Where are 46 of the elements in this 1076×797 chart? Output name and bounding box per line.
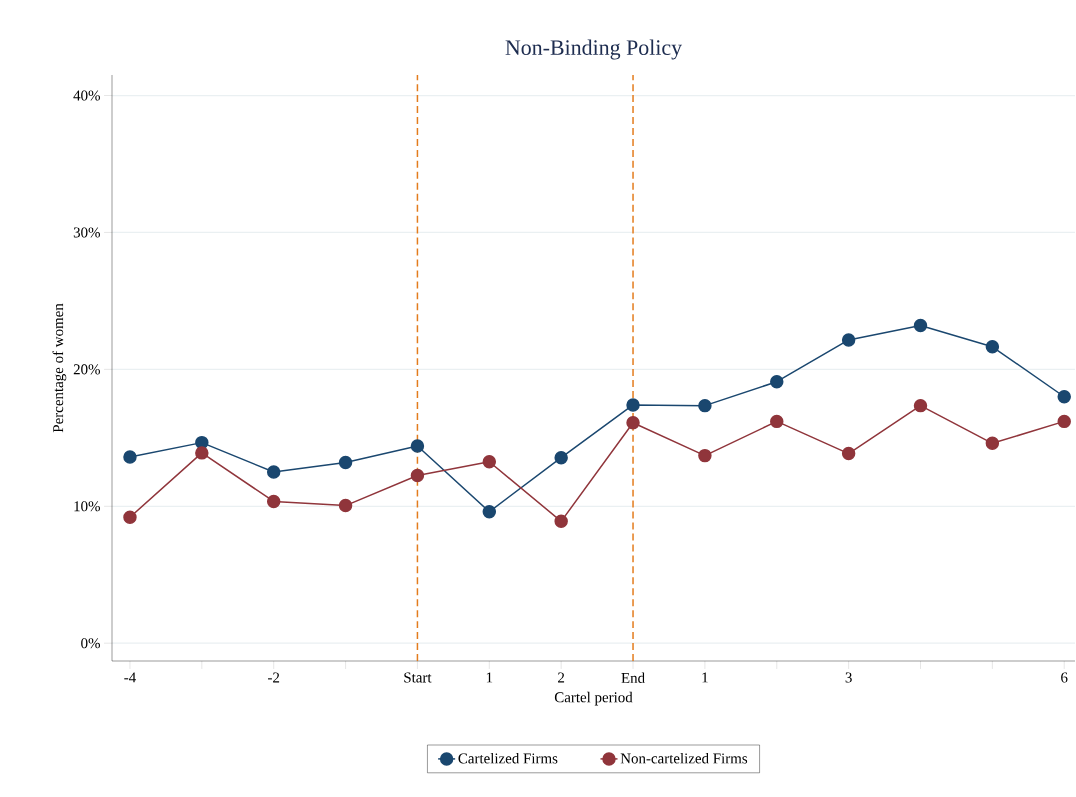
x-tick-label: 2 (558, 672, 565, 683)
y-tick-label: 10% (74, 501, 100, 512)
point (985, 436, 1000, 451)
point (913, 398, 928, 413)
point (985, 340, 1000, 354)
point (482, 455, 497, 469)
x-tick-label: End (621, 672, 645, 683)
y-tick-label: 30% (73, 227, 100, 238)
point (554, 450, 568, 465)
point (841, 333, 856, 347)
point (626, 398, 640, 412)
point (482, 505, 497, 519)
point (1057, 414, 1071, 429)
point (410, 468, 425, 483)
x-tick-label: 6 (1061, 672, 1068, 683)
point (554, 514, 568, 529)
point (410, 439, 425, 453)
point (123, 510, 137, 524)
point (698, 398, 712, 413)
x-tick-label: 3 (845, 672, 852, 683)
point (770, 414, 784, 429)
y-tick-label: 20% (73, 364, 100, 375)
point (266, 494, 281, 509)
legend-label: Cartelized Firms (458, 752, 558, 764)
point (626, 416, 640, 430)
x-tick-label: 1 (702, 672, 708, 683)
x-tick-label: -2 (268, 672, 280, 683)
point (338, 455, 353, 470)
point (266, 465, 281, 479)
y-tick-label: 40% (73, 90, 100, 101)
chart-title: Non-Binding Policy (505, 39, 683, 60)
point (123, 450, 137, 464)
x-axis-title: Cartel period (554, 691, 633, 706)
point (1057, 390, 1071, 404)
point (913, 318, 928, 333)
point (698, 448, 712, 463)
point (841, 446, 856, 461)
x-tick-label: 1 (486, 672, 493, 683)
x-tick-label: -4 (124, 672, 136, 683)
point (338, 498, 353, 513)
legend-label: Non-cartelized Firms (620, 752, 748, 764)
x-tick-label: Start (404, 672, 432, 683)
y-tick-label: 0% (81, 638, 100, 649)
point (195, 446, 209, 460)
y-axis-title: Percentage of women (52, 303, 67, 433)
point (770, 374, 784, 389)
